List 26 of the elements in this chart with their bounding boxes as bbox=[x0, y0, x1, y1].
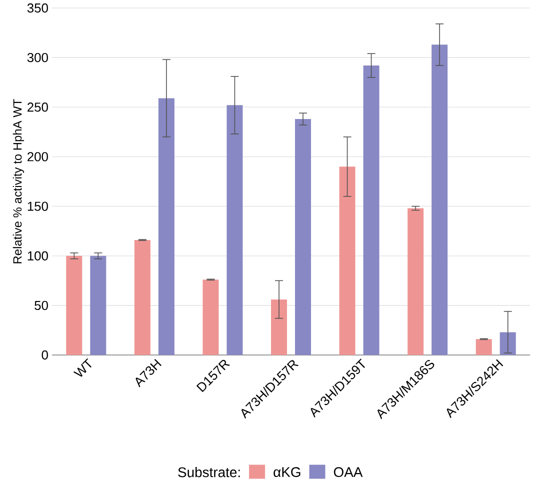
legend-label: OAA bbox=[334, 467, 363, 478]
bar bbox=[66, 256, 82, 356]
bar bbox=[432, 44, 448, 356]
bar bbox=[134, 240, 150, 356]
legend-title: Substrate: bbox=[178, 467, 240, 478]
bar bbox=[226, 105, 243, 356]
bar bbox=[295, 119, 312, 356]
x-tick-label: WT bbox=[73, 358, 92, 377]
y-tick-label: 300 bbox=[27, 53, 48, 62]
bar bbox=[339, 166, 356, 356]
bar bbox=[90, 256, 106, 356]
y-tick-label: 350 bbox=[27, 4, 48, 13]
bar bbox=[202, 280, 219, 356]
y-tick-label: 50 bbox=[34, 301, 48, 310]
bar bbox=[363, 66, 380, 356]
legend-label: αKG bbox=[274, 467, 300, 478]
y-tick-label: 0 bbox=[42, 350, 48, 360]
bar bbox=[271, 300, 288, 356]
y-tick-label: 150 bbox=[28, 202, 48, 212]
y-tick-label: 100 bbox=[28, 251, 48, 261]
y-tick-label: 250 bbox=[28, 102, 48, 112]
y-axis-title: Relative % activity to HphA WT bbox=[12, 99, 24, 264]
bar bbox=[158, 98, 174, 356]
bar bbox=[476, 339, 492, 356]
y-tick-label: 200 bbox=[28, 152, 48, 162]
bar bbox=[408, 208, 424, 356]
